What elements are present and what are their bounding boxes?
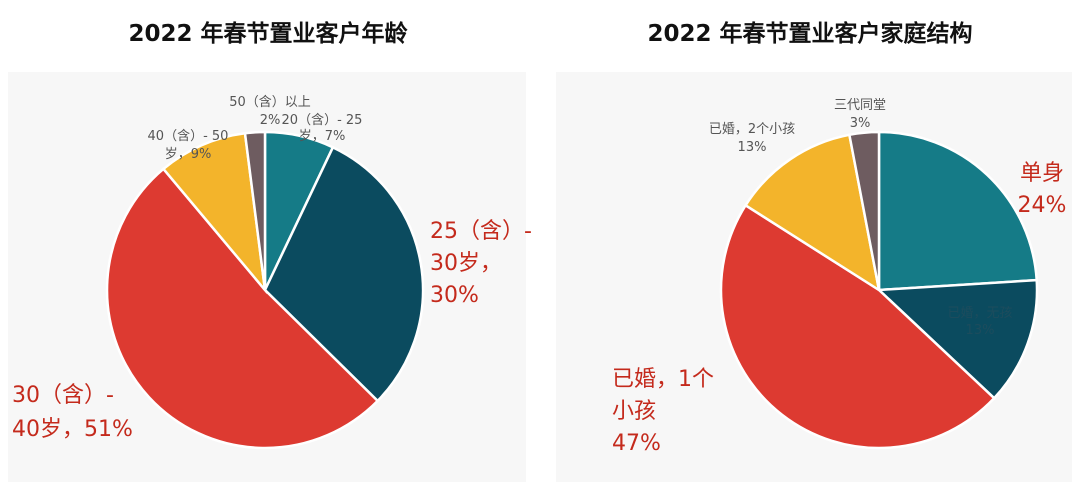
pie-slice-0-2 bbox=[105, 167, 380, 450]
slice-label-0-1: 25（含）-30岁， 30% bbox=[430, 219, 532, 308]
chart-title-age: 2022 年春节置业客户年龄 bbox=[128, 21, 408, 47]
slice-label-0-3: 40（含）- 50 岁，9% bbox=[148, 128, 229, 162]
pie-slice-1-1 bbox=[876, 278, 1039, 400]
slice-label-0-0: 20（含）- 25 岁，7% bbox=[282, 112, 363, 144]
slice-label-1-3: 已婚，2个小孩 13% bbox=[709, 122, 795, 155]
pie-slice-1-4 bbox=[847, 130, 881, 291]
slice-label-0-4: 50（含）以上 2% bbox=[229, 94, 311, 128]
slice-label-1-1: 已婚，无孩 13% bbox=[947, 306, 1012, 338]
slice-label-1-2: 已婚，1个小孩 47% bbox=[612, 367, 714, 456]
pie-slice-0-4 bbox=[243, 130, 267, 291]
pie-slice-1-0 bbox=[877, 130, 1039, 292]
pie-slice-1-3 bbox=[743, 133, 881, 293]
slice-label-0-2: 30（含）-40岁，51% bbox=[12, 383, 133, 442]
chart-title-family: 2022 年春节置业客户家庭结构 bbox=[647, 21, 973, 47]
pie-slice-0-1 bbox=[263, 145, 425, 403]
slice-label-1-0: 单身 24% bbox=[1018, 161, 1067, 218]
slice-label-1-4: 三代同堂 3% bbox=[834, 98, 886, 131]
pie-slice-1-2 bbox=[719, 203, 996, 450]
pie-slice-0-3 bbox=[161, 131, 267, 295]
